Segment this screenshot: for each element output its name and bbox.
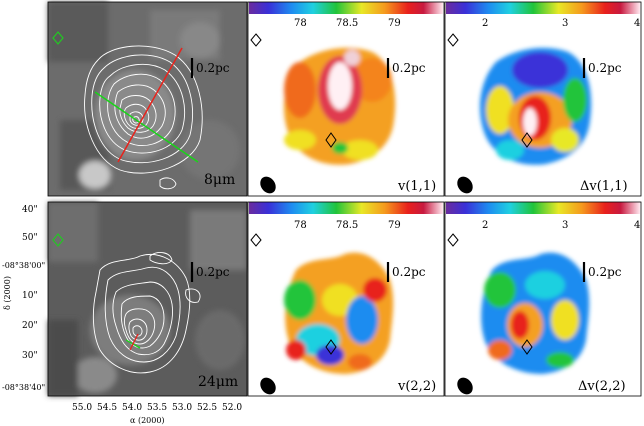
dec-tick: 10" (22, 291, 38, 301)
svg-text:78: 78 (294, 18, 307, 29)
marker-diamond (447, 33, 459, 47)
beam-ellipse (260, 176, 276, 194)
marker-diamond (447, 233, 459, 247)
ra-tick: 55.0 (72, 403, 92, 413)
colorbar-velocity (249, 202, 443, 214)
marker-diamond (521, 339, 533, 355)
panel-v11: 78 78.5 79 0.2pc v(1,1) (247, 1, 445, 197)
dec-tick: 20" (22, 321, 38, 331)
dec-tick: -08°38'40" (2, 383, 45, 392)
marker-diamond (250, 33, 262, 47)
svg-text:79: 79 (388, 18, 401, 29)
panel-label-24um: 24μm (198, 374, 238, 390)
dec-tick: 50" (22, 233, 38, 243)
panel-label-8um: 8μm (204, 172, 235, 188)
ra-tick: 54.0 (122, 403, 142, 413)
ra-tick: 53.0 (172, 403, 192, 413)
svg-text:78.5: 78.5 (336, 18, 358, 29)
marker-diamond (325, 339, 337, 355)
ra-tick: 53.5 (147, 403, 167, 413)
svg-text:78: 78 (294, 220, 307, 231)
scale-bar-label: 0.2pc (392, 265, 426, 279)
panel-dv22: 2 3 4 0.2pc Δv(2,2) (444, 201, 642, 397)
svg-text:3: 3 (562, 18, 568, 29)
beam-ellipse (457, 377, 473, 395)
svg-text:78.5: 78.5 (336, 220, 358, 231)
marker-diamond (52, 233, 64, 247)
scale-bar-label: 0.2pc (588, 61, 622, 75)
scale-bar-label: 0.2pc (588, 265, 622, 279)
svg-text:4: 4 (634, 18, 640, 29)
ra-tick: 52.0 (222, 403, 242, 413)
ra-tick: 52.5 (197, 403, 217, 413)
svg-text:3: 3 (562, 220, 568, 231)
svg-text:2: 2 (482, 220, 488, 231)
panel-8um: 0.2pc 8μm (47, 1, 248, 197)
svg-text:4: 4 (634, 220, 640, 231)
scale-bar-label: 0.2pc (196, 265, 230, 279)
cut-red (117, 47, 183, 163)
beam-ellipse (260, 377, 276, 395)
svg-text:2: 2 (482, 18, 488, 29)
colorbar-width (446, 202, 640, 214)
beam-ellipse (457, 176, 473, 194)
panel-v22: 78 78.5 79 0.2pc v(2,2) (247, 201, 445, 397)
dec-tick: -08°38'00" (2, 261, 45, 270)
y-axis-label: δ (2000) (3, 276, 12, 310)
panel-24um: 0.2pc 24μm (47, 201, 248, 397)
contours-24um (92, 252, 201, 374)
ra-tick: 54.5 (97, 403, 117, 413)
panel-dv11: 2 3 4 0.2pc Δv(1,1) (444, 1, 642, 197)
panel-label-dv22: Δv(2,2) (578, 379, 626, 394)
panel-label-v22: v(2,2) (397, 379, 436, 394)
panel-label-v11: v(1,1) (397, 179, 436, 194)
x-axis-label: α (2000) (130, 416, 165, 425)
marker-diamond (250, 233, 262, 247)
marker-diamond (521, 132, 533, 148)
cut-green (94, 91, 199, 163)
dec-tick: 30" (22, 351, 38, 361)
colorbar-velocity (249, 2, 443, 14)
marker-diamond (325, 132, 337, 148)
colorbar-width (446, 2, 640, 14)
svg-text:79: 79 (388, 220, 401, 231)
dec-tick: 40" (22, 205, 38, 215)
axes: 40" 50" -08°38'00" 10" 20" 30" -08°38'40… (2, 205, 242, 425)
scale-bar-label: 0.2pc (392, 61, 426, 75)
marker-diamond (52, 31, 64, 45)
panel-label-dv11: Δv(1,1) (580, 179, 628, 194)
scale-bar-label: 0.2pc (196, 61, 230, 75)
